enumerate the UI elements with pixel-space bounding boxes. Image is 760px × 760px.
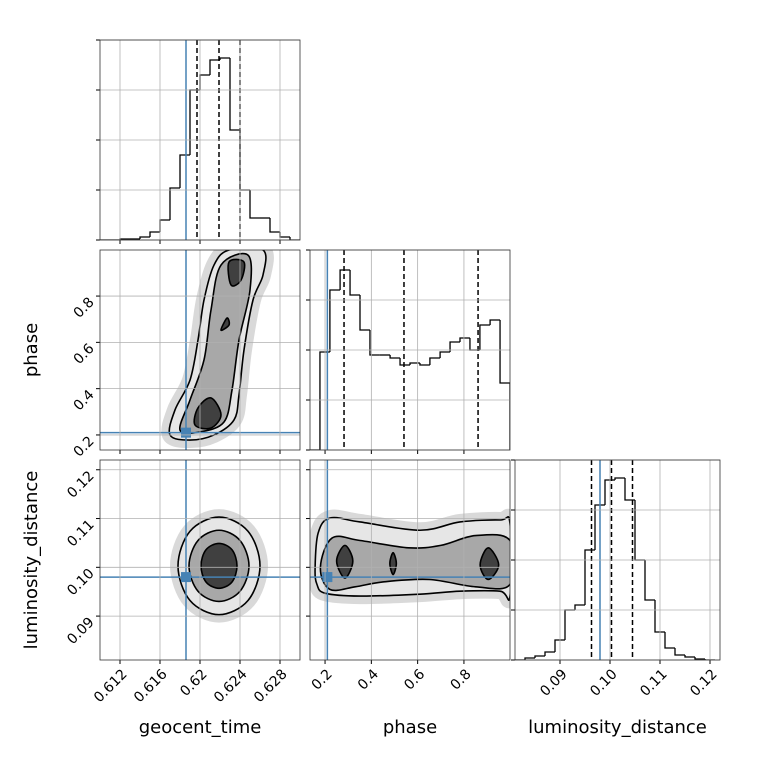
- x-tick-label: 0.62: [177, 666, 210, 699]
- y-tick-label: 0.12: [64, 468, 97, 501]
- histogram-step: [149, 231, 160, 237]
- histogram-step: [664, 632, 675, 649]
- histogram-step: [574, 604, 585, 610]
- truth-marker: [181, 572, 191, 583]
- histogram-step: [169, 187, 180, 220]
- histogram-step: [564, 609, 575, 640]
- x-tick-label: 0.4: [355, 666, 382, 693]
- truth-marker: [322, 572, 333, 583]
- histogram-step: [654, 600, 665, 633]
- panel: 0.09 0.10 0.11 0.12: [511, 459, 721, 700]
- histogram-step: [239, 130, 250, 191]
- truth-marker: [181, 427, 191, 438]
- x-tick-label: 0.11: [637, 666, 670, 699]
- histogram-step: [489, 319, 501, 325]
- histogram-step: [524, 657, 535, 660]
- histogram-step: [189, 89, 200, 155]
- contour: [389, 551, 398, 576]
- x-tick-label: 0.8: [448, 666, 475, 693]
- histogram-step: [694, 657, 705, 660]
- histogram-step: [459, 337, 470, 342]
- histogram-step: [684, 655, 695, 658]
- contour: [335, 544, 354, 579]
- panel-frame: [309, 249, 511, 451]
- panel-frame: [99, 459, 301, 661]
- y-tick-label: 0.6: [71, 341, 98, 368]
- histogram-step: [674, 648, 685, 656]
- panel-frame: [99, 249, 301, 451]
- x-tick-label: 0.09: [537, 666, 570, 699]
- histogram-step: [229, 58, 240, 131]
- histogram-step: [339, 269, 351, 290]
- histogram-step: [139, 236, 150, 239]
- histogram-step: [369, 330, 380, 356]
- histogram-step: [329, 289, 341, 352]
- histogram-step: [279, 232, 290, 238]
- histogram-step: [349, 270, 360, 296]
- histogram-step: [614, 477, 625, 480]
- panel-frame: [99, 39, 301, 241]
- x-tick-label: 0.624: [211, 666, 251, 706]
- y-tick-label: 0.8: [71, 294, 98, 321]
- histogram-step: [449, 341, 460, 352]
- histogram-step: [594, 504, 605, 550]
- histogram-step: [439, 351, 451, 358]
- panel-plot: [100, 460, 300, 660]
- histogram-step: [419, 363, 430, 366]
- y-tick-label: 0.2: [71, 433, 98, 460]
- histogram-step: [389, 355, 401, 359]
- y-tick-label: 0.10: [64, 566, 97, 599]
- histogram-step: [209, 59, 220, 75]
- histogram-step: [634, 500, 645, 561]
- histogram-step: [399, 358, 410, 366]
- x-tick-label: 0.628: [251, 666, 291, 706]
- histogram-step: [249, 190, 260, 219]
- panel-plot: [310, 460, 510, 660]
- histogram-step: [269, 218, 280, 233]
- histogram-step: [219, 57, 230, 60]
- histogram-step: [704, 659, 715, 660]
- y-tick-label: 0.11: [64, 517, 97, 550]
- histogram-step: [179, 154, 190, 188]
- x-tick-label: 0.616: [131, 666, 171, 706]
- histogram-step: [359, 295, 370, 331]
- histogram-step: [624, 478, 635, 501]
- panel-frame: [309, 459, 511, 661]
- panel-frame: [514, 459, 721, 661]
- x-axis-label: geocent_time: [139, 717, 262, 738]
- x-tick-label: 0.12: [687, 666, 720, 699]
- histogram-step: [429, 357, 441, 365]
- x-tick-label: 0.10: [587, 666, 620, 699]
- histogram-step: [544, 651, 555, 656]
- x-tick-label: 0.612: [91, 666, 131, 706]
- histogram-step: [644, 560, 655, 601]
- panel: [96, 39, 301, 244]
- x-axis-label: luminosity_distance: [528, 717, 707, 738]
- panel: 0.2 0.4 0.6 0.8: [306, 459, 511, 693]
- y-tick-label: 0.09: [64, 614, 97, 647]
- y-axis-label: phase: [21, 323, 42, 377]
- histogram-step: [159, 219, 170, 232]
- histogram-step: [584, 549, 595, 605]
- x-axis-label: phase: [383, 717, 437, 738]
- histogram-step: [479, 324, 491, 350]
- panel: [306, 249, 511, 454]
- contour: [200, 542, 238, 590]
- y-tick-label: 0.4: [71, 387, 98, 414]
- histogram-step: [409, 362, 420, 365]
- histogram-step: [534, 655, 545, 658]
- histogram-step: [199, 74, 210, 90]
- contour: [193, 397, 222, 430]
- panel: 0.612 0.616 0.62 0.624 0.628 0.09 0.10 0.11 0.12: [64, 459, 301, 706]
- histogram-step: [554, 639, 565, 652]
- contour: [220, 317, 231, 332]
- x-tick-label: 0.6: [401, 666, 428, 693]
- x-tick-label: 0.2: [309, 666, 336, 693]
- histogram-step: [319, 351, 330, 450]
- histogram-step: [289, 237, 300, 240]
- histogram-step: [499, 320, 510, 450]
- y-axis-label: luminosity_distance: [21, 471, 42, 650]
- panel: 0.2 0.4 0.6 0.8: [71, 249, 301, 460]
